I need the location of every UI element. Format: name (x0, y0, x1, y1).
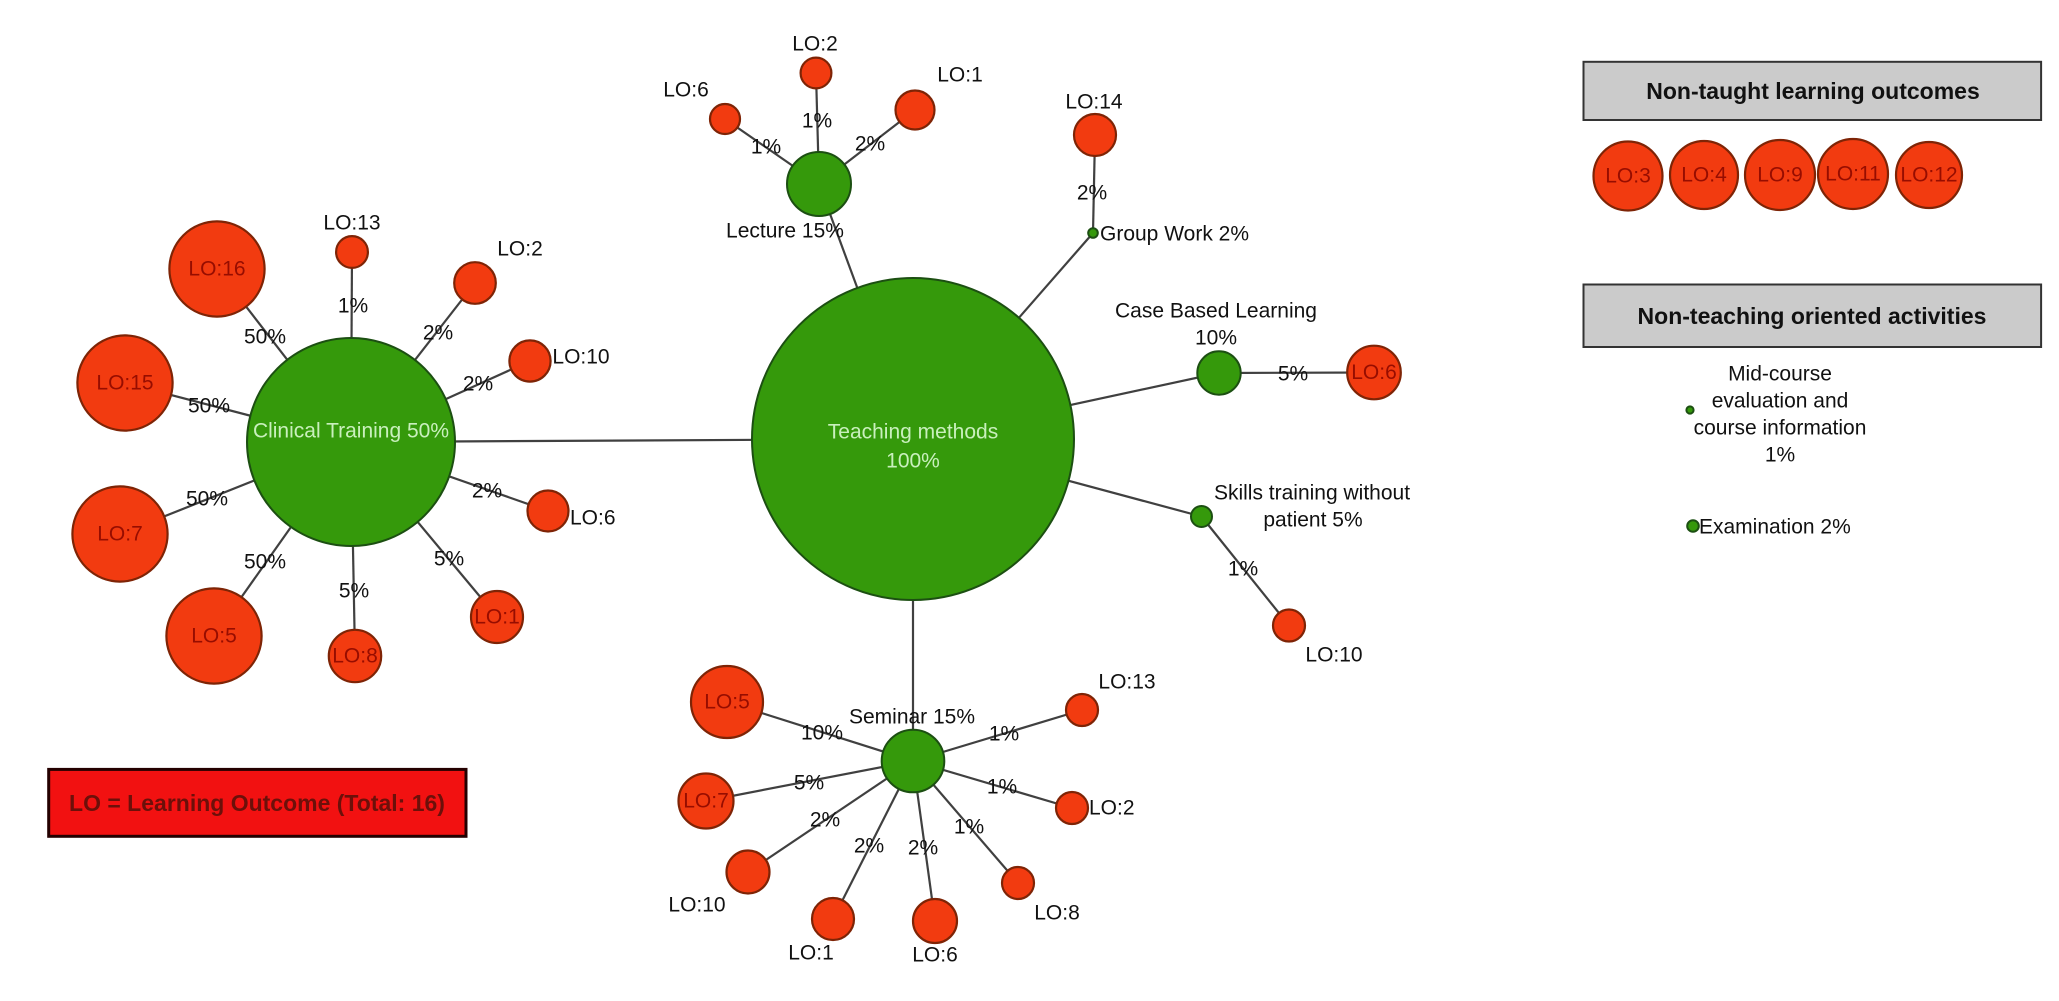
svg-text:1%: 1% (1765, 444, 1795, 467)
svg-text:2%: 2% (423, 322, 453, 345)
svg-text:LO = Learning Outcome (Total:: LO = Learning Outcome (Total: 16) (69, 790, 445, 816)
svg-text:Lecture 15%: Lecture 15% (726, 220, 844, 243)
svg-text:LO:6: LO:6 (912, 944, 958, 967)
svg-text:2%: 2% (908, 837, 938, 860)
svg-text:50%: 50% (244, 551, 286, 574)
svg-text:5%: 5% (434, 548, 464, 571)
svg-text:1%: 1% (987, 776, 1017, 799)
svg-text:LO:5: LO:5 (704, 691, 750, 714)
svg-text:LO:2: LO:2 (497, 238, 543, 261)
svg-text:LO:3: LO:3 (1605, 165, 1651, 188)
svg-text:Group Work 2%: Group Work 2% (1100, 223, 1249, 246)
svg-text:LO:10: LO:10 (1305, 644, 1362, 667)
svg-text:50%: 50% (244, 326, 286, 349)
svg-text:2%: 2% (854, 835, 884, 858)
svg-text:LO:14: LO:14 (1065, 91, 1123, 114)
svg-text:LO:6: LO:6 (1351, 361, 1397, 384)
svg-text:LO:2: LO:2 (1089, 797, 1135, 820)
svg-text:LO:1: LO:1 (937, 64, 983, 87)
svg-text:LO:4: LO:4 (1681, 164, 1727, 187)
svg-text:50%: 50% (188, 395, 230, 418)
svg-text:2%: 2% (472, 480, 502, 503)
svg-text:LO:16: LO:16 (188, 258, 245, 281)
svg-text:LO:1: LO:1 (474, 606, 520, 629)
svg-text:LO:2: LO:2 (792, 33, 838, 56)
svg-text:evaluation and: evaluation and (1712, 390, 1849, 413)
svg-text:LO:12: LO:12 (1900, 164, 1957, 187)
svg-text:Non-taught learning outcomes: Non-taught learning outcomes (1646, 78, 1980, 104)
svg-text:1%: 1% (802, 110, 832, 133)
svg-text:Mid-course: Mid-course (1728, 363, 1832, 386)
svg-text:LO:7: LO:7 (97, 523, 143, 546)
svg-text:LO:8: LO:8 (1034, 902, 1080, 925)
svg-text:1%: 1% (1228, 558, 1258, 581)
svg-text:Teaching methods: Teaching methods (828, 421, 998, 444)
svg-text:LO:11: LO:11 (1825, 163, 1881, 186)
svg-text:100%: 100% (886, 450, 940, 473)
svg-text:5%: 5% (339, 580, 369, 603)
svg-text:2%: 2% (810, 809, 840, 832)
svg-text:Examination 2%: Examination 2% (1699, 516, 1851, 539)
svg-text:1%: 1% (954, 816, 984, 839)
svg-text:patient 5%: patient 5% (1263, 509, 1362, 532)
svg-text:Skills training without: Skills training without (1214, 482, 1410, 505)
svg-text:LO:6: LO:6 (663, 79, 709, 102)
svg-text:LO:6: LO:6 (570, 507, 616, 530)
svg-text:LO:13: LO:13 (323, 212, 380, 235)
svg-text:LO:9: LO:9 (1757, 164, 1803, 187)
svg-text:5%: 5% (794, 772, 824, 795)
svg-text:5%: 5% (1278, 363, 1308, 386)
svg-text:50%: 50% (186, 488, 228, 511)
svg-text:2%: 2% (855, 133, 885, 156)
svg-text:LO:15: LO:15 (96, 372, 153, 395)
svg-text:1%: 1% (751, 136, 781, 159)
svg-text:LO:1: LO:1 (788, 942, 834, 965)
svg-text:1%: 1% (989, 723, 1019, 746)
svg-text:10%: 10% (801, 722, 843, 745)
svg-text:Seminar 15%: Seminar 15% (849, 706, 975, 729)
svg-text:LO:10: LO:10 (668, 894, 725, 917)
svg-text:LO:10: LO:10 (552, 346, 609, 369)
svg-text:LO:7: LO:7 (683, 790, 729, 813)
svg-text:LO:5: LO:5 (191, 625, 237, 648)
svg-text:Non-teaching oriented activiti: Non-teaching oriented activities (1638, 303, 1987, 329)
svg-text:2%: 2% (463, 373, 493, 396)
svg-text:1%: 1% (338, 295, 368, 318)
svg-text:course information: course information (1694, 417, 1867, 440)
svg-text:Case Based Learning: Case Based Learning (1115, 300, 1317, 323)
svg-text:LO:13: LO:13 (1098, 671, 1155, 694)
svg-text:2%: 2% (1077, 182, 1107, 205)
svg-text:LO:8: LO:8 (332, 645, 378, 668)
svg-text:10%: 10% (1195, 327, 1237, 350)
svg-text:Clinical Training 50%: Clinical Training 50% (253, 420, 449, 443)
